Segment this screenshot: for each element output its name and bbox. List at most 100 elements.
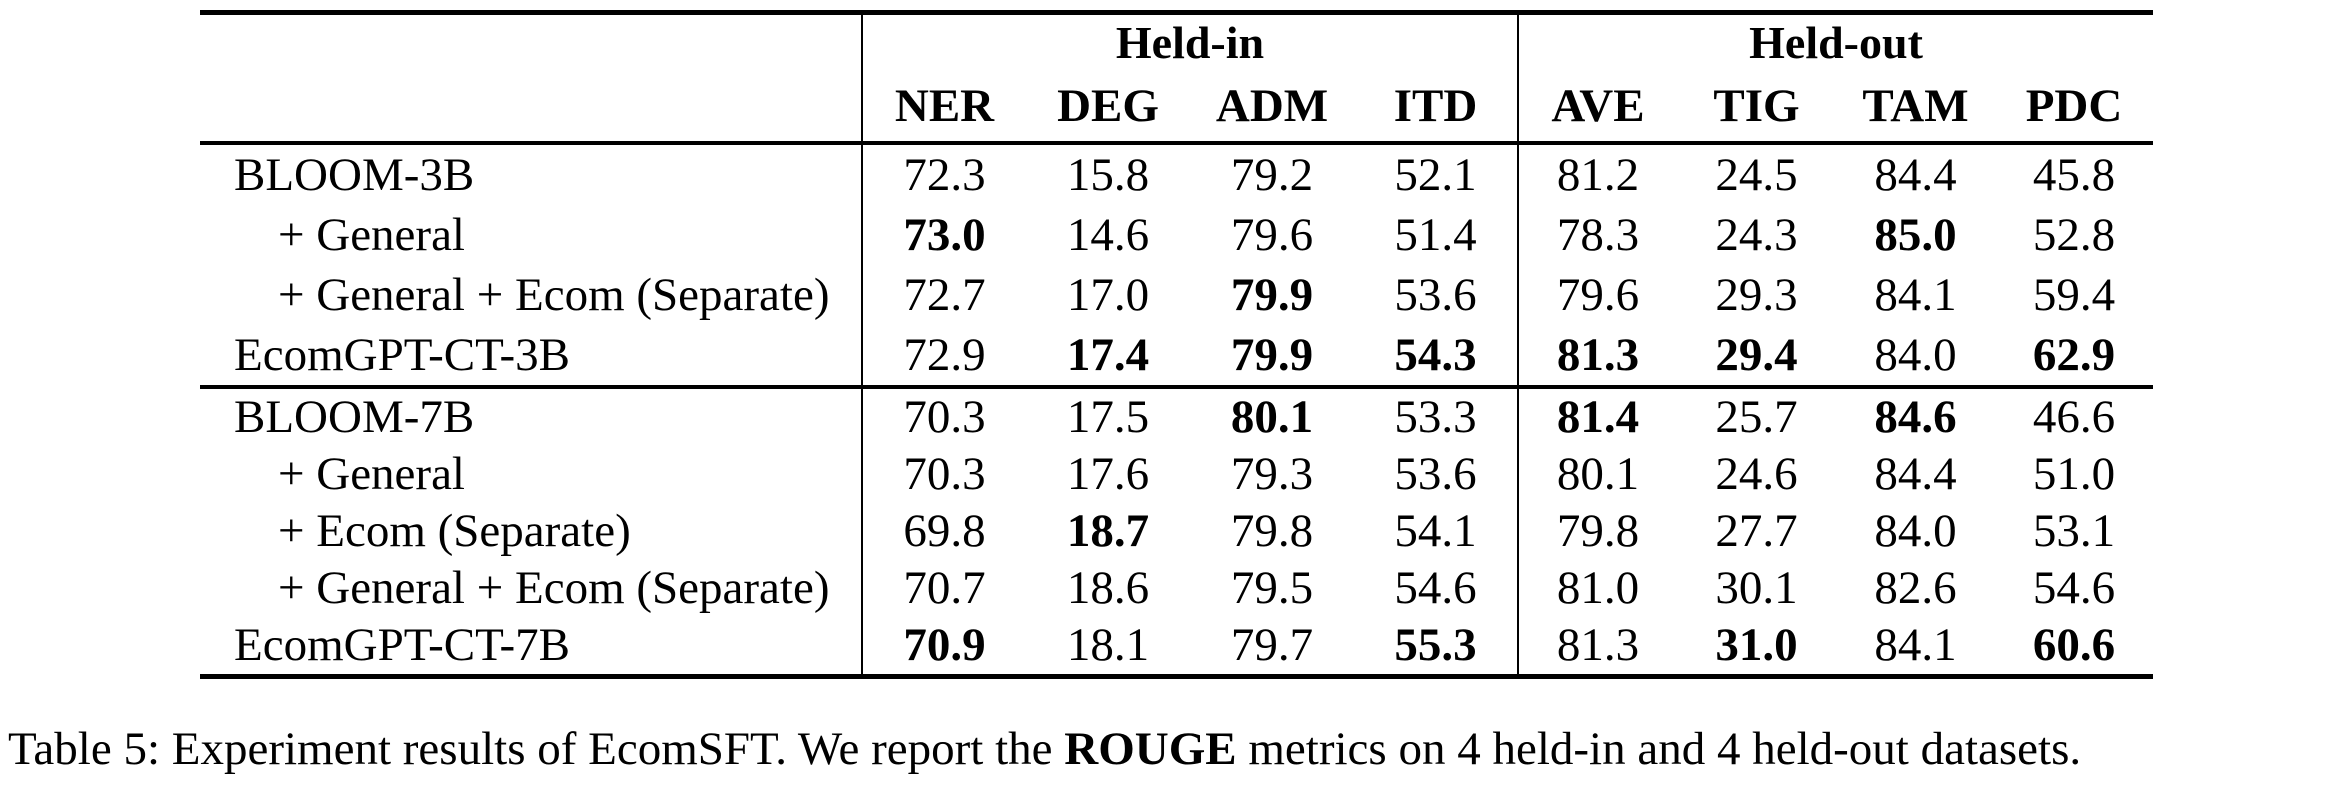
metric-cell: 24.6 [1677,446,1836,503]
results-table-container: Held-in Held-out NER DEG ADM ITD AVE TIG… [200,10,2153,679]
column-header-ner: NER [862,71,1026,143]
metric-cell: 18.6 [1026,560,1190,617]
row-label: BLOOM-7B [200,387,862,446]
row-label: + Ecom (Separate) [200,503,862,560]
metric-cell: 80.1 [1190,387,1354,446]
row-label: EcomGPT-CT-3B [200,325,862,387]
metric-cell: 18.7 [1026,503,1190,560]
metric-cell: 25.7 [1677,387,1836,446]
model-group-2: BLOOM-7B70.317.580.153.381.425.784.646.6… [200,387,2153,677]
metric-cell: 81.3 [1518,325,1677,387]
metric-cell: 24.3 [1677,205,1836,265]
held-out-group-header: Held-out [1518,13,2153,72]
caption-text-prefix: Table 5: Experiment results of EcomSFT. … [8,723,1064,775]
column-header-row: NER DEG ADM ITD AVE TIG TAM PDC [200,71,2153,143]
metric-cell: 52.1 [1354,143,1518,205]
column-header-tam: TAM [1836,71,1995,143]
metric-cell: 18.1 [1026,617,1190,677]
metric-cell: 54.6 [1354,560,1518,617]
metric-cell: 15.8 [1026,143,1190,205]
metric-cell: 17.6 [1026,446,1190,503]
metric-cell: 79.9 [1190,325,1354,387]
column-header-tig: TIG [1677,71,1836,143]
model-group-1: BLOOM-3B72.315.879.252.181.224.584.445.8… [200,143,2153,387]
metric-cell: 72.7 [862,265,1026,325]
column-header-itd: ITD [1354,71,1518,143]
row-label: + General + Ecom (Separate) [200,265,862,325]
metric-cell: 29.4 [1677,325,1836,387]
metric-cell: 70.3 [862,446,1026,503]
metric-cell: 80.1 [1518,446,1677,503]
metric-cell: 17.4 [1026,325,1190,387]
table-row: + General + Ecom (Separate)72.717.079.9 5… [200,265,2153,325]
table-row: + Ecom (Separate)69.818.779.854.179.827.… [200,503,2153,560]
table-row: EcomGPT-CT-3B72.917.479.954.381.329.484.… [200,325,2153,387]
column-header-deg: DEG [1026,71,1190,143]
metric-cell: 62.9 [1995,325,2153,387]
caption-bold-text: ROUGE [1064,723,1236,775]
corner-cell [200,13,862,72]
results-table: Held-in Held-out NER DEG ADM ITD AVE TIG… [200,10,2153,679]
metric-cell: 79.6 [1190,205,1354,265]
table-caption: Table 5: Experiment results of EcomSFT. … [8,722,2334,776]
metric-cell: 70.7 [862,560,1026,617]
metric-cell: 69.8 [862,503,1026,560]
row-label: + General [200,205,862,265]
metric-cell: 84.4 [1836,446,1995,503]
metric-cell: 78.3 [1518,205,1677,265]
metric-cell: 81.3 [1518,617,1677,677]
caption-text-suffix: metrics on 4 held-in and 4 held-out data… [1237,723,2082,775]
metric-cell: 52.8 [1995,205,2153,265]
metric-cell: 79.5 [1190,560,1354,617]
metric-cell: 70.3 [862,387,1026,446]
column-header-ave: AVE [1518,71,1677,143]
metric-cell: 81.2 [1518,143,1677,205]
column-header-pdc: PDC [1995,71,2153,143]
metric-cell: 79.6 [1518,265,1677,325]
metric-cell: 70.9 [862,617,1026,677]
metric-cell: 60.6 [1995,617,2153,677]
metric-cell: 82.6 [1836,560,1995,617]
metric-cell: 79.8 [1190,503,1354,560]
metric-cell: 59.4 [1995,265,2153,325]
table-row: + General + Ecom (Separate)70.718.679.55… [200,560,2153,617]
metric-cell: 81.4 [1518,387,1677,446]
metric-cell: 84.0 [1836,325,1995,387]
metric-cell: 53.1 [1995,503,2153,560]
metric-cell: 46.6 [1995,387,2153,446]
held-in-group-header: Held-in [862,13,1518,72]
metric-cell: 79.2 [1190,143,1354,205]
metric-cell: 17.0 [1026,265,1190,325]
metric-cell: 84.1 [1836,617,1995,677]
metric-cell: 85.0 [1836,205,1995,265]
table-row: BLOOM-3B72.315.879.252.181.224.584.445.8 [200,143,2153,205]
metric-cell: 24.5 [1677,143,1836,205]
row-label: BLOOM-3B [200,143,862,205]
table-row: + General70.317.679.353.680.124.684.451.… [200,446,2153,503]
column-header-adm: ADM [1190,71,1354,143]
metric-cell: 55.3 [1354,617,1518,677]
metric-cell: 53.6 [1354,446,1518,503]
metric-cell: 54.1 [1354,503,1518,560]
metric-cell: 51.0 [1995,446,2153,503]
metric-cell: 84.1 [1836,265,1995,325]
metric-cell: 84.0 [1836,503,1995,560]
metric-cell: 53.3 [1354,387,1518,446]
row-label: + General [200,446,862,503]
metric-cell: 27.7 [1677,503,1836,560]
table-header: Held-in Held-out NER DEG ADM ITD AVE TIG… [200,13,2153,144]
metric-cell: 30.1 [1677,560,1836,617]
metric-cell: 54.3 [1354,325,1518,387]
table-row: BLOOM-7B70.317.580.153.381.425.784.646.6 [200,387,2153,446]
metric-cell: 31.0 [1677,617,1836,677]
metric-cell: 73.0 [862,205,1026,265]
metric-cell: 29.3 [1677,265,1836,325]
metric-cell: 84.4 [1836,143,1995,205]
row-label: + General + Ecom (Separate) [200,560,862,617]
group-header-row: Held-in Held-out [200,13,2153,72]
metric-cell: 72.9 [862,325,1026,387]
corner-cell [200,71,862,143]
metric-cell: 79.9 [1190,265,1354,325]
metric-cell: 79.3 [1190,446,1354,503]
metric-cell: 84.6 [1836,387,1995,446]
